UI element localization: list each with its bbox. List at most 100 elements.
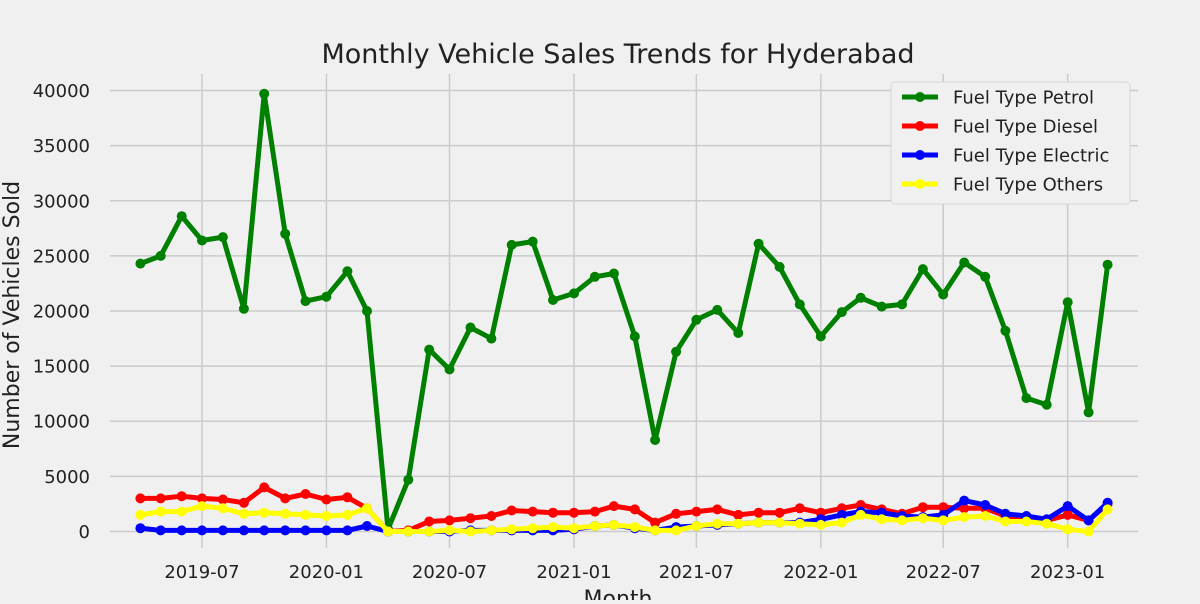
data-point-fuel-type-diesel bbox=[217, 494, 228, 505]
data-point-fuel-type-others bbox=[712, 518, 723, 529]
data-point-fuel-type-others bbox=[589, 521, 600, 531]
x-tick-label: 2019-07 bbox=[164, 562, 239, 583]
data-point-fuel-type-others bbox=[876, 514, 887, 525]
legend-label-fuel-type-others: Fuel Type Others bbox=[953, 175, 1103, 196]
data-point-fuel-type-electric bbox=[300, 525, 311, 536]
y-tick-label: 20000 bbox=[33, 302, 90, 323]
data-point-fuel-type-diesel bbox=[444, 515, 455, 526]
data-point-fuel-type-others bbox=[569, 523, 579, 534]
data-point-fuel-type-diesel bbox=[465, 513, 476, 524]
series-lines bbox=[135, 88, 1113, 537]
data-point-fuel-type-others bbox=[506, 524, 517, 535]
data-point-fuel-type-petrol bbox=[259, 88, 270, 99]
data-point-fuel-type-diesel bbox=[691, 506, 702, 517]
data-point-fuel-type-others bbox=[774, 517, 785, 528]
data-point-fuel-type-diesel bbox=[753, 507, 764, 518]
x-tick-label: 2022-01 bbox=[783, 562, 858, 583]
data-point-fuel-type-diesel bbox=[176, 491, 187, 502]
data-point-fuel-type-diesel bbox=[608, 501, 619, 512]
data-point-fuel-type-petrol bbox=[671, 346, 682, 357]
data-point-fuel-type-diesel bbox=[321, 494, 332, 505]
data-point-fuel-type-others bbox=[527, 523, 538, 534]
data-point-fuel-type-electric bbox=[176, 525, 187, 536]
data-point-fuel-type-petrol bbox=[815, 331, 826, 342]
data-point-fuel-type-others bbox=[959, 512, 970, 523]
legend-marker-fuel-type-petrol bbox=[915, 92, 925, 102]
data-point-fuel-type-electric bbox=[342, 525, 353, 536]
legend-label-fuel-type-diesel: Fuel Type Diesel bbox=[953, 117, 1098, 138]
legend-label-fuel-type-petrol: Fuel Type Petrol bbox=[953, 88, 1094, 109]
data-point-fuel-type-petrol bbox=[569, 288, 579, 299]
y-tick-label: 35000 bbox=[33, 136, 90, 157]
data-point-fuel-type-petrol bbox=[774, 261, 785, 272]
data-point-fuel-type-petrol bbox=[155, 250, 166, 261]
data-point-fuel-type-petrol bbox=[465, 322, 476, 333]
data-point-fuel-type-petrol bbox=[403, 474, 414, 485]
data-point-fuel-type-petrol bbox=[980, 271, 991, 282]
data-point-fuel-type-others bbox=[342, 509, 353, 520]
data-point-fuel-type-diesel bbox=[259, 482, 270, 493]
data-point-fuel-type-others bbox=[1041, 518, 1052, 529]
data-point-fuel-type-diesel bbox=[733, 509, 744, 520]
data-point-fuel-type-petrol bbox=[794, 299, 805, 310]
legend: Fuel Type Petrol Fuel Type Diesel Fuel Typ… bbox=[890, 81, 1131, 205]
data-point-fuel-type-electric bbox=[280, 525, 291, 536]
data-point-fuel-type-electric bbox=[197, 525, 207, 536]
data-point-fuel-type-petrol bbox=[1083, 407, 1094, 418]
y-tick-label: 5000 bbox=[44, 467, 90, 488]
data-point-fuel-type-electric bbox=[1000, 508, 1011, 519]
data-point-fuel-type-others bbox=[815, 519, 826, 530]
data-point-fuel-type-diesel bbox=[506, 505, 517, 516]
data-point-fuel-type-petrol bbox=[897, 299, 907, 310]
data-point-fuel-type-diesel bbox=[197, 493, 207, 504]
data-point-fuel-type-others bbox=[486, 525, 497, 536]
data-point-fuel-type-diesel bbox=[794, 503, 805, 514]
y-tick-label: 10000 bbox=[33, 412, 90, 433]
data-point-fuel-type-petrol bbox=[1062, 297, 1073, 308]
data-point-fuel-type-electric bbox=[259, 525, 270, 536]
data-point-fuel-type-diesel bbox=[238, 497, 249, 508]
data-point-fuel-type-others bbox=[794, 518, 805, 529]
data-point-fuel-type-petrol bbox=[342, 266, 353, 277]
data-point-fuel-type-others bbox=[980, 511, 991, 521]
data-point-fuel-type-others bbox=[444, 525, 455, 536]
data-point-fuel-type-others bbox=[280, 508, 291, 519]
chart-title: Monthly Vehicle Sales Trends for Hyderab… bbox=[321, 39, 914, 70]
data-point-fuel-type-diesel bbox=[589, 506, 600, 517]
data-point-fuel-type-electric bbox=[135, 523, 146, 534]
x-tick-label: 2023-01 bbox=[1030, 562, 1105, 583]
data-point-fuel-type-diesel bbox=[280, 493, 291, 504]
data-point-fuel-type-others bbox=[176, 506, 187, 517]
data-point-fuel-type-others bbox=[259, 507, 270, 518]
legend-item-fuel-type-petrol: Fuel Type Petrol bbox=[902, 88, 1094, 109]
data-point-fuel-type-others bbox=[855, 509, 866, 520]
data-point-fuel-type-others bbox=[671, 525, 682, 536]
data-point-fuel-type-others bbox=[650, 525, 661, 536]
data-point-fuel-type-petrol bbox=[527, 236, 538, 247]
data-point-fuel-type-petrol bbox=[135, 258, 146, 269]
data-point-fuel-type-others bbox=[1102, 504, 1113, 515]
data-point-fuel-type-petrol bbox=[1000, 325, 1011, 336]
legend-item-fuel-type-electric: Fuel Type Electric bbox=[902, 146, 1109, 167]
data-point-fuel-type-petrol bbox=[650, 435, 661, 445]
x-axis-label: Month bbox=[584, 587, 653, 600]
x-tick-label: 2020-07 bbox=[412, 562, 487, 583]
y-tick-label: 30000 bbox=[33, 191, 90, 212]
data-point-fuel-type-others bbox=[1083, 526, 1094, 537]
data-point-fuel-type-electric bbox=[155, 525, 166, 536]
data-point-fuel-type-petrol bbox=[424, 344, 435, 355]
data-point-fuel-type-diesel bbox=[527, 506, 538, 517]
legend-box bbox=[890, 81, 1131, 205]
legend-item-fuel-type-others: Fuel Type Others bbox=[902, 175, 1103, 196]
series-fuel-type-others bbox=[135, 501, 1113, 537]
data-point-fuel-type-electric bbox=[238, 525, 249, 536]
data-point-fuel-type-petrol bbox=[280, 228, 291, 239]
data-point-fuel-type-others bbox=[836, 517, 847, 528]
series-line-fuel-type-petrol bbox=[137, 91, 1111, 532]
data-point-fuel-type-petrol bbox=[197, 235, 207, 246]
y-axis-label: Number of Vehicles Sold bbox=[0, 181, 25, 449]
data-point-fuel-type-petrol bbox=[1021, 393, 1032, 404]
data-point-fuel-type-petrol bbox=[217, 232, 228, 243]
data-point-fuel-type-others bbox=[733, 518, 744, 529]
